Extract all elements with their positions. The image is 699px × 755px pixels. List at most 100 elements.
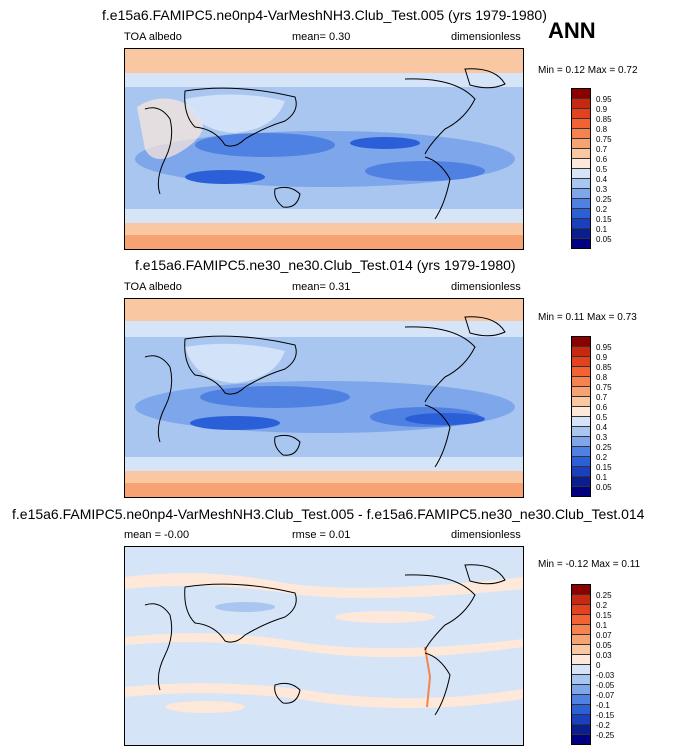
colorbar-swatch [572, 446, 590, 456]
colorbar-tick-label: 0.9 [596, 105, 608, 114]
colorbar-tick-label: 0.85 [596, 363, 612, 372]
colorbar-tick-label: 0.05 [596, 641, 612, 650]
units-label: dimensionless [451, 31, 521, 43]
colorbar-tick-label: 0.95 [596, 343, 612, 352]
colorbar-swatch [572, 634, 590, 644]
colorbar-swatch [572, 188, 590, 198]
mean-label: mean= 0.31 [292, 281, 351, 293]
colorbar-swatch [572, 138, 590, 148]
colorbar-swatch [572, 604, 590, 614]
season-label: ANN [548, 18, 596, 43]
min-max-label: Min = 0.12 Max = 0.72 [538, 65, 638, 76]
colorbar-swatch [572, 714, 590, 724]
colorbar-tick-label: 0.5 [596, 413, 608, 422]
colorbar-swatch [572, 337, 590, 346]
colorbar-swatch [572, 108, 590, 118]
colorbar-tick-label: 0.6 [596, 403, 608, 412]
colorbar-tick-label: 0.4 [596, 175, 608, 184]
map-field [125, 299, 523, 497]
colorbar-swatch [572, 346, 590, 356]
colorbar-swatch [572, 366, 590, 376]
colorbar-tick-label: 0.25 [596, 195, 612, 204]
panel-title: f.e15a6.FAMIPC5.ne30_ne30.Club_Test.014 … [135, 257, 516, 273]
colorbar-swatch [572, 118, 590, 128]
colorbar-tick-label: 0.15 [596, 463, 612, 472]
colorbar-swatch [572, 614, 590, 624]
colorbar-swatch [572, 436, 590, 446]
albedo-map [124, 298, 524, 498]
colorbar-tick-label: 0.2 [596, 601, 608, 610]
colorbar-swatch [572, 386, 590, 396]
colorbar-swatch [572, 476, 590, 486]
colorbar-swatch [572, 228, 590, 238]
colorbar-swatch [572, 624, 590, 634]
colorbar-swatch [572, 486, 590, 496]
colorbar-labels: 0.95 0.9 0.85 0.8 0.75 0.7 0.6 0.5 0.4 0.3 0.25 0.2… [596, 95, 612, 245]
colorbar-swatch [572, 734, 590, 744]
colorbar-swatch [572, 466, 590, 476]
map-field [125, 547, 523, 745]
colorbar-tick-label: 0.25 [596, 591, 612, 600]
colorbar-swatch [572, 198, 590, 208]
colorbar-swatch [572, 178, 590, 188]
colorbar-tick-label: 0.4 [596, 423, 608, 432]
colorbar-tick-label: 0.8 [596, 125, 608, 134]
colorbar-tick-label: 0 [596, 661, 601, 670]
colorbar-swatch [572, 168, 590, 178]
units-label: dimensionless [451, 529, 521, 541]
colorbar-tick-label: 0.3 [596, 185, 608, 194]
colorbar-tick-label: 0.05 [596, 235, 612, 244]
colorbar-tick-label: 0.25 [596, 443, 612, 452]
colorbar-swatch [572, 724, 590, 734]
colorbar-tick-label: 0.15 [596, 611, 612, 620]
panel-title: f.e15a6.FAMIPC5.ne0np4-VarMeshNH3.Club_T… [12, 506, 645, 522]
colorbar-swatch [572, 158, 590, 168]
colorbar-swatch [572, 704, 590, 714]
units-label: dimensionless [451, 281, 521, 293]
colorbar-swatch [572, 356, 590, 366]
rmse-label: rmse = 0.01 [292, 529, 351, 541]
colorbar-tick-label: -0.07 [596, 691, 615, 700]
colorbar-tick-label: 0.75 [596, 383, 612, 392]
colorbar-tick-label: 0.2 [596, 205, 608, 214]
colorbar-tick-label: 0.05 [596, 483, 612, 492]
colorbar [571, 336, 591, 497]
colorbar-swatch [572, 89, 590, 98]
colorbar-tick-label: 0.3 [596, 433, 608, 442]
colorbar-tick-label: -0.25 [596, 731, 615, 740]
mean-label: mean= 0.30 [292, 31, 351, 43]
colorbar-swatch [572, 674, 590, 684]
colorbar-swatch [572, 208, 590, 218]
colorbar-tick-label: 0.95 [596, 95, 612, 104]
colorbar-tick-label: -0.03 [596, 671, 615, 680]
map-field [125, 49, 523, 249]
colorbar-swatch [572, 98, 590, 108]
min-max-label: Min = 0.11 Max = 0.73 [538, 312, 637, 323]
colorbar-swatch [572, 128, 590, 138]
colorbar-tick-label: 0.7 [596, 145, 608, 154]
colorbar-tick-label: 0.1 [596, 225, 608, 234]
colorbar-tick-label: 0.75 [596, 135, 612, 144]
colorbar-swatch [572, 585, 590, 594]
colorbar-tick-label: -0.15 [596, 711, 615, 720]
colorbar-swatch [572, 594, 590, 604]
colorbar-swatch [572, 664, 590, 674]
colorbar-tick-label: 0.07 [596, 631, 612, 640]
colorbar-tick-label: 0.1 [596, 473, 608, 482]
colorbar-labels: 0.25 0.2 0.15 0.1 0.07 0.05 0.03 0 -0.03 -0.05 -0.… [596, 591, 614, 741]
colorbar-tick-label: 0.15 [596, 215, 612, 224]
min-max-label: Min = -0.12 Max = 0.11 [538, 559, 641, 570]
variable-label: TOA albedo [124, 31, 182, 43]
colorbar-tick-label: 0.03 [596, 651, 612, 660]
colorbar-swatch [572, 406, 590, 416]
colorbar-tick-label: 0.9 [596, 353, 608, 362]
colorbar-swatch [572, 376, 590, 386]
colorbar-tick-label: 0.8 [596, 373, 608, 382]
colorbar-tick-label: -0.1 [596, 701, 610, 710]
colorbar-swatch [572, 694, 590, 704]
colorbar-tick-label: 0.5 [596, 165, 608, 174]
colorbar-swatch [572, 416, 590, 426]
colorbar-swatch [572, 456, 590, 466]
panel-title: f.e15a6.FAMIPC5.ne0np4-VarMeshNH3.Club_T… [102, 7, 547, 23]
colorbar-swatch [572, 644, 590, 654]
